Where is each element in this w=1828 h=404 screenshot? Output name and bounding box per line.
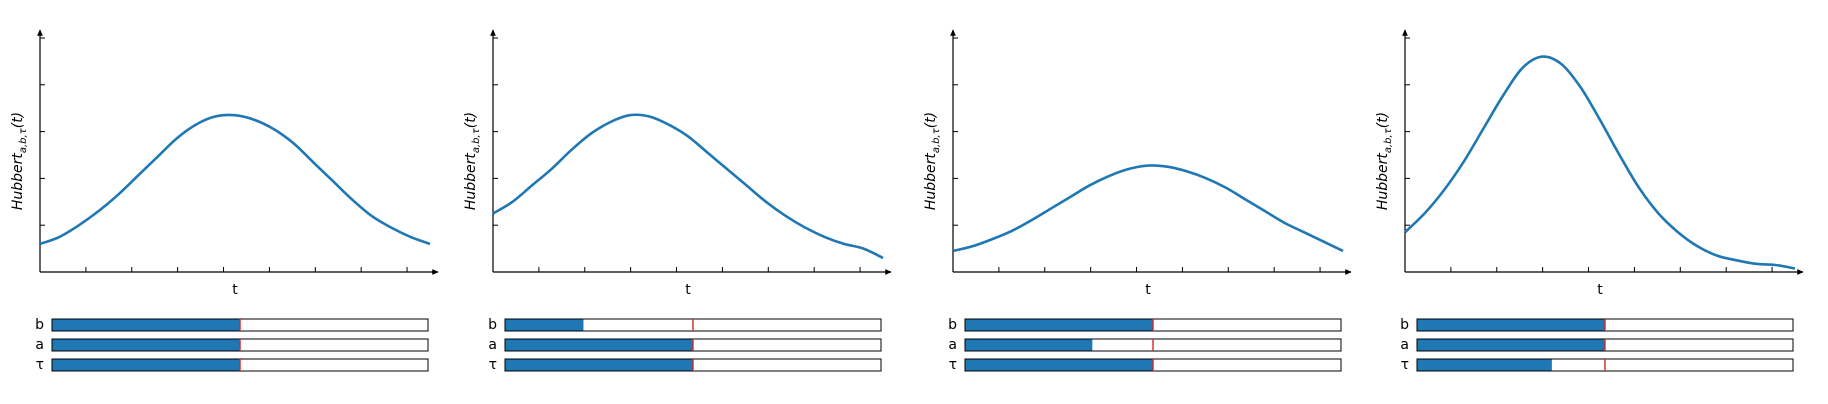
slider-a[interactable]: a	[1400, 337, 1794, 353]
slider-b[interactable]: b	[35, 317, 429, 333]
slider-tau[interactable]: τ	[489, 357, 882, 373]
slider-label: τ	[489, 357, 497, 373]
y-axis-label: Hubberta,b,τ(t)	[10, 112, 29, 210]
slider-b[interactable]: b	[488, 317, 882, 333]
hubbert-panel-3: t Hubberta,b,τ(t) baτ	[923, 29, 1352, 373]
hubbert-curve-line	[39, 113, 431, 246]
hubbert-curve-line	[492, 113, 884, 260]
slider-b[interactable]: b	[1400, 317, 1794, 333]
slider-label: a	[35, 337, 44, 353]
slider-label: b	[35, 317, 44, 333]
slider-fill	[965, 319, 1153, 331]
slider-label: τ	[1401, 357, 1409, 373]
slider-label: τ	[36, 357, 44, 373]
slider-fill	[1417, 339, 1605, 351]
slider-fill	[52, 339, 240, 351]
hubbert-curve-line	[1404, 55, 1796, 270]
slider-b[interactable]: b	[948, 317, 1342, 333]
slider-fill	[505, 319, 584, 331]
slider-fill	[505, 339, 693, 351]
slider-a[interactable]: a	[488, 337, 882, 353]
slider-fill	[52, 319, 240, 331]
y-axis-label: Hubberta,b,τ(t)	[463, 112, 482, 210]
slider-label: b	[488, 317, 497, 333]
slider-a[interactable]: a	[948, 337, 1342, 353]
y-axis-label: Hubberta,b,τ(t)	[923, 112, 942, 210]
slider-fill	[1417, 359, 1552, 371]
slider-label: b	[1400, 317, 1409, 333]
hubbert-curve-line	[952, 164, 1344, 253]
slider-a[interactable]: a	[35, 337, 429, 353]
slider-label: b	[948, 317, 957, 333]
hubbert-panel-1: t Hubberta,b,τ(t) baτ	[10, 29, 439, 373]
hubbert-panel-2: t Hubberta,b,τ(t) baτ	[463, 29, 892, 373]
slider-tau[interactable]: τ	[36, 357, 429, 373]
slider-fill	[965, 359, 1153, 371]
slider-fill	[1417, 319, 1605, 331]
slider-fill	[52, 359, 240, 371]
y-axis-label: Hubberta,b,τ(t)	[1375, 112, 1394, 210]
slider-fill	[505, 359, 693, 371]
x-axis-label: t	[232, 282, 238, 298]
slider-label: τ	[949, 357, 957, 373]
slider-fill	[965, 339, 1093, 351]
slider-label: a	[1400, 337, 1409, 353]
x-axis-label: t	[1145, 282, 1151, 298]
slider-tau[interactable]: τ	[949, 357, 1342, 373]
hubbert-panel-4: t Hubberta,b,τ(t) baτ	[1375, 29, 1804, 373]
x-axis-label: t	[685, 282, 691, 298]
slider-label: a	[488, 337, 497, 353]
slider-tau[interactable]: τ	[1401, 357, 1794, 373]
slider-label: a	[948, 337, 957, 353]
x-axis-label: t	[1597, 282, 1603, 298]
